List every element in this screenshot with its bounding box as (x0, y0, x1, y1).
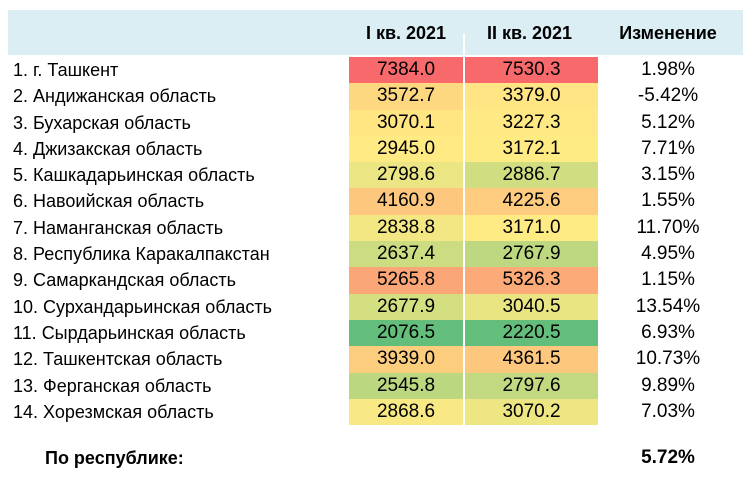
change-value-cell[interactable]: 9.89% (641, 374, 695, 396)
region-name-cell[interactable]: 14. Хорезмская область (13, 401, 214, 422)
region-name-cell[interactable]: 11. Сырдарьинская область (13, 322, 246, 343)
table-row: 11. Сырдарьинская область 2076.5 2220.5 … (0, 319, 754, 347)
q1-value-cell[interactable]: 2868.6 (349, 398, 463, 426)
change-value-cell[interactable]: 4.95% (641, 243, 695, 265)
q2-value-cell[interactable]: 3172.1 (465, 135, 598, 163)
region-name-cell[interactable]: 4. Джизакская область (13, 138, 203, 159)
region-name-cell[interactable]: 7. Наманганская область (13, 217, 224, 238)
region-name-cell[interactable]: 6. Навоийская область (13, 191, 205, 212)
q2-value-cell[interactable]: 5326.3 (465, 267, 598, 294)
table-row: 10. Сурхандарьинская область 2677.9 3040… (0, 293, 754, 320)
q2-value-cell[interactable]: 3070.2 (465, 398, 598, 426)
q2-value-cell[interactable]: 4225.6 (465, 188, 598, 215)
q2-value-cell[interactable]: 3227.3 (465, 109, 598, 136)
region-name-cell[interactable]: 8. Республика Каракалпакстан (13, 244, 270, 265)
q2-value-cell[interactable]: 2220.5 (465, 319, 598, 347)
table-row: 9. Самаркандская область 5265.8 5326.3 1… (0, 267, 754, 294)
table-row: 12. Ташкентская область 3939.0 4361.5 10… (0, 346, 754, 373)
column-divider (463, 34, 465, 55)
region-name-cell[interactable]: 5. Кашкадарьинская область (13, 165, 255, 186)
region-name-cell[interactable]: 3. Бухарская область (13, 112, 191, 133)
q1-value-cell[interactable]: 3572.7 (349, 83, 463, 110)
q2-value-cell[interactable]: 3040.5 (465, 293, 598, 320)
footer-change-value[interactable]: 5.72% (641, 447, 695, 468)
q1-value-cell[interactable]: 5265.8 (349, 267, 463, 294)
column-header-change[interactable]: Изменение (619, 23, 717, 43)
table-row: 4. Джизакская область 2945.0 3172.1 7.71… (0, 135, 754, 163)
region-name-cell[interactable]: 12. Ташкентская область (13, 349, 223, 370)
q1-value-cell[interactable]: 3070.1 (349, 109, 463, 136)
change-value-cell[interactable]: 11.70% (636, 216, 700, 238)
q2-value-cell[interactable]: 7530.3 (465, 57, 598, 84)
q2-value-cell[interactable]: 4361.5 (465, 346, 598, 373)
table-rows: 1. г. Ташкент 7384.0 7530.3 1.98% 2. Анд… (0, 57, 754, 426)
column-header-q2[interactable]: II кв. 2021 (486, 23, 573, 43)
table-row: 8. Республика Каракалпакстан 2637.4 2767… (0, 241, 754, 268)
table-row: 13. Ферганская область 2545.8 2797.6 9.8… (0, 372, 754, 399)
change-value-cell[interactable]: -5.42% (637, 85, 699, 107)
q1-value-cell[interactable]: 3939.0 (349, 346, 463, 373)
table-row: 6. Навоийская область 4160.9 4225.6 1.55… (0, 188, 754, 215)
region-name-cell[interactable]: 10. Сурхандарьинская область (13, 296, 272, 317)
change-value-cell[interactable]: 7.03% (641, 400, 695, 422)
region-name-cell[interactable]: 1. г. Ташкент (13, 60, 119, 80)
change-value-cell[interactable]: 13.54% (635, 295, 701, 317)
q1-value-cell[interactable]: 2838.8 (349, 214, 463, 242)
change-value-cell[interactable]: 1.98% (641, 59, 695, 80)
table-row: 14. Хорезмская область 2868.6 3070.2 7.0… (0, 398, 754, 426)
table-header-row: I кв. 2021 II кв. 2021 Изменение (8, 10, 743, 55)
region-name-cell[interactable]: 13. Ферганская область (13, 375, 212, 396)
region-name-cell[interactable]: 2. Андижанская область (13, 86, 217, 107)
q1-value-cell[interactable]: 2076.5 (349, 319, 463, 347)
table-row: 1. г. Ташкент 7384.0 7530.3 1.98% (0, 57, 754, 84)
q2-value-cell[interactable]: 2797.6 (465, 372, 598, 399)
column-header-q1[interactable]: I кв. 2021 (365, 23, 447, 43)
q1-value-cell[interactable]: 2637.4 (349, 241, 463, 268)
change-value-cell[interactable]: 7.71% (641, 137, 695, 159)
q2-value-cell[interactable]: 2886.7 (465, 162, 598, 189)
change-value-cell[interactable]: 10.73% (635, 348, 701, 370)
table-row: 3. Бухарская область 3070.1 3227.3 5.12% (0, 109, 754, 136)
q1-value-cell[interactable]: 2798.6 (349, 162, 463, 189)
q1-value-cell[interactable]: 2945.0 (349, 135, 463, 163)
change-value-cell[interactable]: 6.93% (641, 321, 695, 343)
table-row: 7. Наманганская область 2838.8 3171.0 11… (0, 214, 754, 242)
change-value-cell[interactable]: 3.15% (641, 164, 695, 186)
region-name-cell[interactable]: 9. Самаркандская область (13, 270, 237, 291)
q2-value-cell[interactable]: 3379.0 (465, 83, 598, 110)
footer-label[interactable]: По республике: (45, 448, 184, 468)
q1-value-cell[interactable]: 2545.8 (349, 372, 463, 399)
q2-value-cell[interactable]: 3171.0 (465, 214, 598, 242)
table-row: 5. Кашкадарьинская область 2798.6 2886.7… (0, 162, 754, 189)
table-row: 2. Андижанская область 3572.7 3379.0 -5.… (0, 83, 754, 110)
change-value-cell[interactable]: 1.55% (641, 190, 695, 212)
q1-value-cell[interactable]: 4160.9 (349, 188, 463, 215)
q2-value-cell[interactable]: 2767.9 (465, 241, 598, 268)
q1-value-cell[interactable]: 2677.9 (349, 293, 463, 320)
change-value-cell[interactable]: 5.12% (641, 111, 695, 133)
table-footer-row: По республике: 5.72% (0, 445, 754, 471)
q1-value-cell[interactable]: 7384.0 (349, 57, 463, 84)
change-value-cell[interactable]: 1.15% (641, 269, 695, 291)
